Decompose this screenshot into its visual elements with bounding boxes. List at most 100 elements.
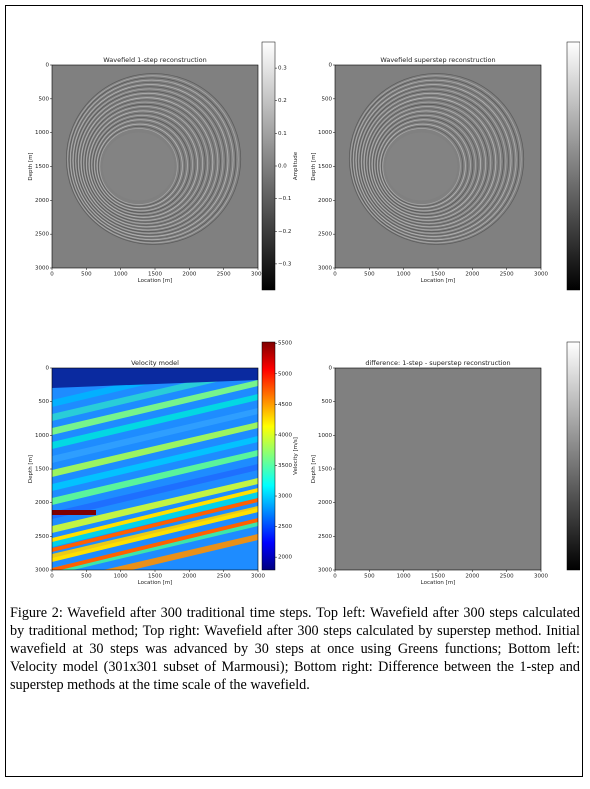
x-tick-label: 0 [50,574,54,580]
y-axis-label: Depth [m] [28,455,34,483]
wave-ring [364,99,494,226]
colorbar-tick-label: −0.3 [583,544,590,550]
wave-ring [73,86,226,236]
wave-ring [362,95,499,229]
velocity-layer [52,436,258,491]
x-tick-label: 2000 [182,574,196,580]
y-tick-label: 2500 [35,534,49,540]
image-bg [335,368,541,570]
colorbar-label: Amplitude [293,151,299,180]
x-tick-label: 500 [81,574,92,580]
x-tick-label: 1500 [148,574,162,580]
wave-ring [351,77,520,242]
x-axis-label: Location [m] [138,580,173,586]
x-tick-label: 1000 [114,272,128,278]
figure: Wavefield 1-step reconstruction 0 500 1000 1… [28,41,590,586]
wave-ring [348,73,525,245]
colorbar-label: Velocity [m/s] [293,437,299,475]
wave-ring [92,117,191,213]
colorbar-tick-label: −0.2 [583,514,590,520]
y-tick-label: 500 [39,96,50,102]
wave-ring [354,81,514,239]
y-tick-label: 1500 [318,467,332,473]
wave-ring [358,88,507,234]
y-tick-label: 1000 [318,130,332,136]
y-tick-label: 0 [46,63,50,69]
x-tick-label: 3000 [251,272,265,278]
colorbar-tick-label: 0.3 [278,66,287,72]
colorbar-tick-label: 2000 [278,555,292,561]
colorbar-tick-label: −0.1 [583,484,590,490]
colorbar-tick-label: 0.2 [583,98,590,104]
colorbar-tick-label: 4000 [278,432,292,438]
y-axis-label: Depth [m] [311,455,317,483]
wave-ring [94,119,188,212]
x-tick-label: 500 [364,574,375,580]
velocity-top [52,368,258,388]
wave-ring [371,110,481,218]
x-axis-label: Location [m] [138,278,173,284]
wave-ring [360,92,502,231]
y-tick-label: 2000 [35,500,49,506]
x-tick-label: 2500 [217,272,231,278]
y-tick-label: 500 [322,399,333,405]
y-tick-label: 0 [329,366,333,372]
panel: Wavefield superstep reconstruction 0 500 10… [311,41,590,291]
x-tick-label: 2000 [465,272,479,278]
colorbar-tick-label: 5000 [278,371,292,377]
wave-ring [378,121,469,210]
y-tick-label: 0 [329,63,333,69]
colorbar-tick-label: −0.3 [278,261,292,267]
x-tick-label: 3000 [251,574,265,580]
x-tick-label: 1000 [114,574,128,580]
wave-ring [81,99,211,226]
wave-ring [77,92,219,231]
x-tick-label: 1500 [431,272,445,278]
y-tick-label: 2500 [318,232,332,238]
x-tick-label: 1000 [397,272,411,278]
colorbar-tick-label: 0.0 [278,164,287,170]
y-tick-label: 3000 [35,568,49,574]
wave-ring [95,121,186,210]
wave-ring [67,75,239,244]
colorbar-tick-label: 0.1 [583,131,590,137]
y-tick-label: 1000 [318,433,332,439]
wave-ring [350,75,522,244]
x-tick-label: 1500 [431,574,445,580]
wave-ring [381,125,464,207]
y-tick-label: 3000 [35,266,49,272]
colorbar-tick-label: 0.1 [278,131,287,137]
wave-ring [76,90,221,233]
colorbar-tick-label: 2500 [278,524,292,530]
panel-title: Wavefield superstep reconstruction [380,56,495,64]
wave-inner [385,132,458,201]
y-tick-label: 2500 [318,534,332,540]
velocity-layer [52,464,258,519]
x-tick-label: 2000 [182,272,196,278]
velocity-deep [52,508,258,562]
y-tick-label: 1500 [35,467,49,473]
x-tick-label: 0 [333,574,337,580]
panel-image [52,65,258,268]
wave-ring [65,73,242,245]
x-tick-label: 2000 [465,574,479,580]
wave-ring [84,103,206,223]
colorbar-tick-label: 0.2 [278,98,287,104]
wave-ring [72,84,229,237]
colorbar-tick-label: 3000 [278,494,292,500]
colorbar-tick-label: −0.2 [583,229,590,235]
wave-ring [370,108,484,220]
panel-title: difference: 1-step - superstep reconstru… [365,359,510,367]
velocity-layer [52,408,258,463]
panel: difference: 1-step - superstep reconstru… [311,341,590,586]
velocity-layer [52,492,258,547]
wave-inner [102,132,175,201]
x-tick-label: 0 [50,272,54,278]
wave-ring [355,84,512,237]
panel-image [335,65,541,268]
x-tick-label: 3000 [534,272,548,278]
x-tick-label: 1000 [397,574,411,580]
wave-ring [75,88,224,234]
